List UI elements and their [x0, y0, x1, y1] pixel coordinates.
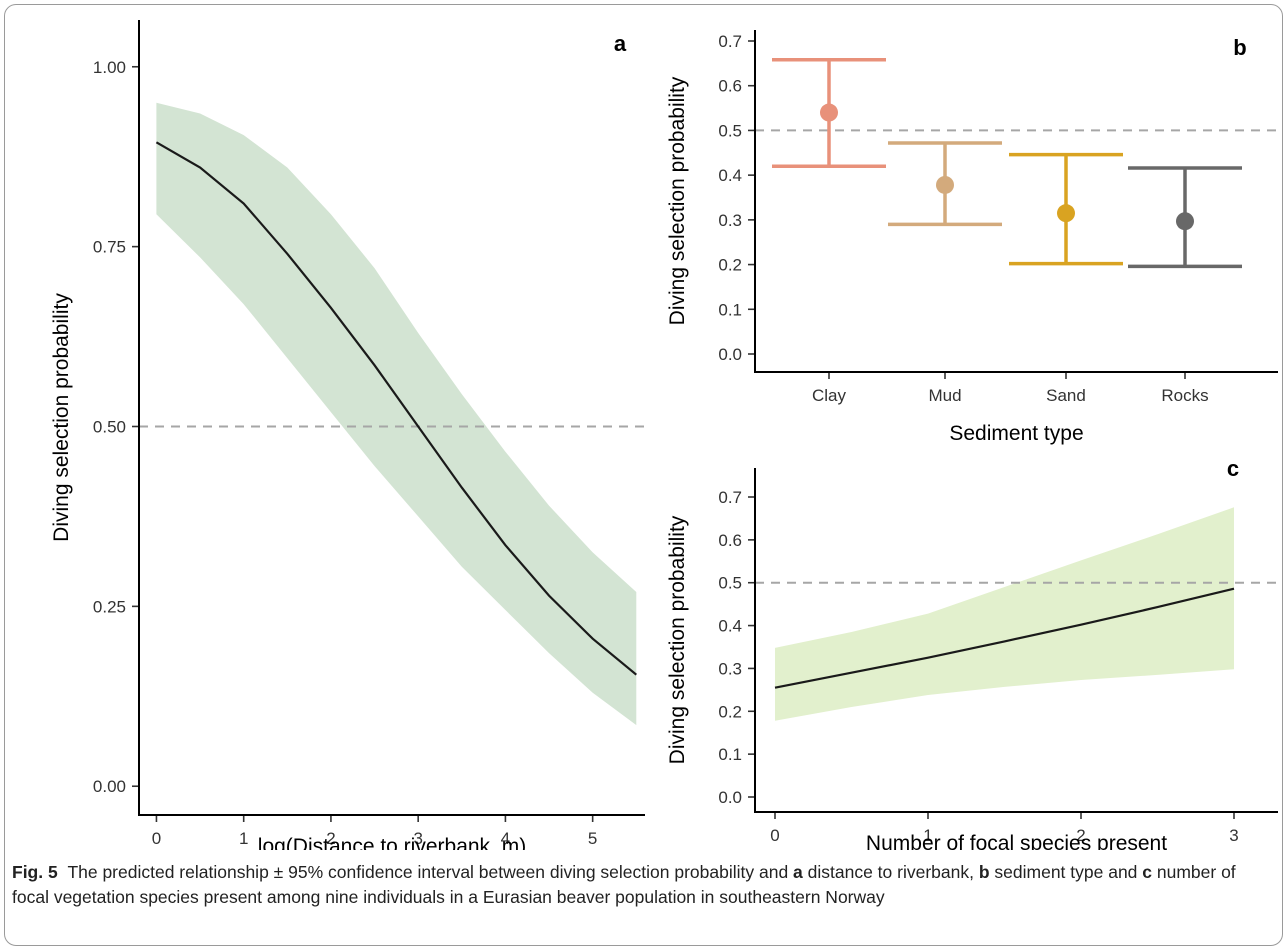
c-y-tick-label: 0.6: [718, 531, 742, 550]
a-x-axis-title: log(Distance to riverbank, m): [258, 835, 526, 850]
panel-a: 0.00 0.25 0.50 0.75 1.00 0 1 2 3 4 5 log(Distance…: [50, 20, 645, 850]
c-y-tick-label: 0.0: [718, 788, 742, 807]
a-y-tick-label: 0.25: [93, 597, 126, 616]
caption-text-1: The predicted relationship ± 95% confide…: [67, 862, 794, 882]
b-x-tick-label: Clay: [812, 386, 847, 405]
caption-text-4: number of focal vegetation species prese…: [12, 862, 1236, 907]
c-y-ticks: 0.0 0.1 0.2 0.3 0.4 0.5 0.6 0.7: [718, 488, 755, 807]
c-y-tick-label: 0.5: [718, 574, 742, 593]
b-x-axis-title: Sediment type: [949, 422, 1083, 445]
caption-panel-b: b: [978, 862, 990, 882]
b-y-ticks: 0.0 0.1 0.2 0.3 0.4 0.5 0.6 0.7: [718, 32, 755, 364]
b-error-bars: [772, 58, 1242, 269]
figure-caption: Fig. 5 The predicted relationship ± 95% …: [12, 860, 1274, 910]
caption-panel-a: a: [793, 862, 803, 882]
b-y-axis-title: Diving selection probability: [666, 76, 689, 325]
b-y-tick-label: 0.4: [718, 166, 742, 185]
a-x-tick-label: 5: [588, 829, 597, 848]
b-y-tick-label: 0.5: [718, 121, 742, 140]
c-x-tick-label: 0: [770, 826, 779, 845]
panel-b: 0.0 0.1 0.2 0.3 0.4 0.5 0.6 0.7 Clay Mud Sand Rock…: [666, 30, 1278, 445]
b-point-clay: [820, 103, 838, 122]
c-x-tick-label: 2: [1076, 826, 1085, 845]
b-x-ticks: Clay Mud Sand Rocks: [812, 372, 1209, 405]
a-prediction-line: [155, 141, 638, 676]
figure-frame: [4, 4, 1283, 946]
b-point-sand: [1057, 204, 1075, 223]
panel-c: 0.0 0.1 0.2 0.3 0.4 0.5 0.6 0.7 0 1 2 3 Number of …: [666, 456, 1278, 850]
a-y-tick-label: 1.00: [93, 58, 126, 77]
c-x-ticks: 0 1 2 3: [770, 812, 1239, 845]
c-confidence-band: [775, 507, 1234, 721]
a-y-ticks: 0.00 0.25 0.50 0.75 1.00: [93, 58, 139, 796]
b-x-tick-label: Rocks: [1161, 386, 1208, 405]
b-y-tick-label: 0.1: [718, 300, 742, 319]
a-x-tick-label: 1: [239, 829, 248, 848]
b-x-tick-label: Mud: [928, 386, 961, 405]
c-x-axis-title: Number of focal species present: [866, 832, 1167, 850]
c-y-axis-title: Diving selection probability: [666, 515, 689, 764]
b-y-tick-label: 0.3: [718, 211, 742, 230]
a-y-tick-label: 0.75: [93, 238, 126, 257]
c-y-tick-label: 0.4: [718, 617, 742, 636]
c-x-tick-label: 3: [1229, 826, 1238, 845]
b-point-rocks: [1176, 212, 1194, 231]
a-x-tick-label: 4: [501, 829, 510, 848]
b-x-tick-label: Sand: [1046, 386, 1086, 405]
a-x-tick-label: 3: [413, 829, 422, 848]
c-prediction-line: [774, 587, 1235, 689]
b-y-tick-label: 0.7: [718, 32, 742, 51]
c-y-tick-label: 0.3: [718, 659, 742, 678]
a-confidence-band: [156, 102, 637, 726]
caption-panel-c: c: [1142, 862, 1153, 882]
a-panel-letter: a: [614, 31, 627, 56]
caption-text-2: distance to riverbank,: [802, 862, 979, 882]
b-y-tick-label: 0.2: [718, 256, 742, 275]
c-x-tick-label: 1: [923, 826, 932, 845]
b-point-mud: [936, 175, 954, 194]
a-x-ticks: 0 1 2 3 4 5: [152, 815, 597, 848]
caption-text-3: sediment type and: [989, 862, 1143, 882]
a-x-tick-label: 0: [152, 829, 161, 848]
c-y-tick-label: 0.1: [718, 745, 742, 764]
a-x-tick-label: 2: [326, 829, 335, 848]
a-y-tick-label: 0.50: [93, 417, 126, 436]
c-y-tick-label: 0.7: [718, 488, 742, 507]
b-y-tick-label: 0.6: [718, 77, 742, 96]
b-y-tick-label: 0.0: [718, 345, 742, 364]
c-panel-letter: c: [1227, 456, 1239, 481]
c-y-tick-label: 0.2: [718, 702, 742, 721]
a-y-axis-title: Diving selection probability: [50, 293, 73, 542]
b-panel-letter: b: [1233, 35, 1246, 60]
a-y-tick-label: 0.00: [93, 777, 126, 796]
caption-figure-label: Fig. 5: [12, 862, 58, 882]
